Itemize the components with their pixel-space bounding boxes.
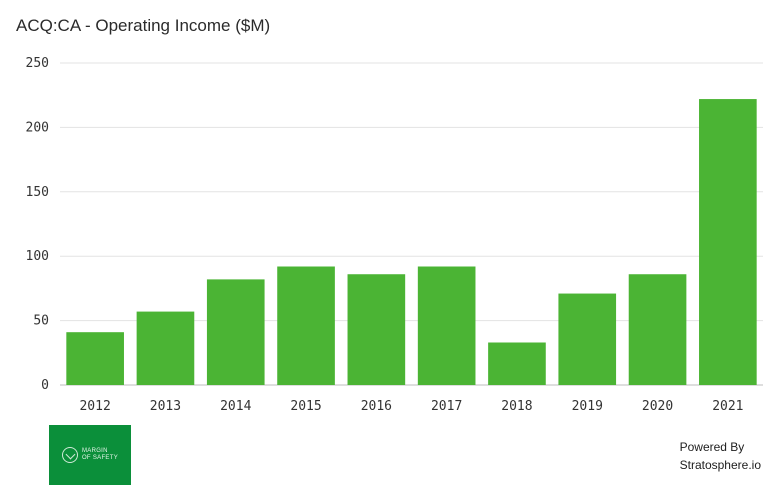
x-tick-label: 2021	[712, 399, 743, 414]
x-tick-label: 2020	[642, 399, 673, 414]
bar-2012[interactable]	[66, 332, 124, 385]
x-tick-label: 2017	[431, 399, 462, 414]
powered-by-label: Powered By Stratosphere.io	[679, 440, 761, 472]
bar-2016[interactable]	[347, 274, 406, 385]
x-tick-label: 2013	[150, 399, 181, 414]
bar-2015[interactable]	[277, 266, 335, 385]
x-tick-label: 2015	[290, 399, 321, 414]
y-tick-label: 0	[41, 378, 49, 393]
x-tick-label: 2016	[361, 399, 392, 414]
bar-2014[interactable]	[206, 279, 265, 385]
logo-icon	[61, 447, 78, 463]
y-tick-label: 200	[26, 120, 49, 135]
margin-of-safety-logo[interactable]: MARGIN OF SAFETY	[49, 425, 131, 485]
chart-title: ACQ:CA - Operating Income ($M)	[16, 16, 271, 35]
y-tick-label: 150	[26, 185, 49, 200]
bar-2020[interactable]	[628, 274, 687, 385]
stratosphere-link[interactable]: Stratosphere.io	[679, 458, 761, 472]
x-axis-tick-labels: 2012 2013 2014 2015 2016 2017 2018 2019 2020 2021	[79, 399, 743, 414]
bar-2019[interactable]	[558, 293, 617, 385]
y-tick-label: 250	[26, 56, 49, 71]
x-tick-label: 2012	[79, 399, 110, 414]
bar-2021[interactable]	[699, 99, 757, 386]
x-tick-label: 2018	[501, 399, 532, 414]
x-tick-label: 2014	[220, 399, 251, 414]
bar-2017[interactable]	[417, 266, 476, 385]
x-tick-label: 2019	[572, 399, 603, 414]
bar-chart: 0 50 100 150 200 250 2012 2013 2014 2015 2016 2017…	[26, 56, 763, 414]
bar-2013[interactable]	[136, 311, 195, 385]
bars	[66, 99, 757, 386]
bar-2018[interactable]	[488, 342, 546, 385]
y-tick-label: 50	[33, 314, 49, 329]
y-tick-label: 100	[26, 249, 49, 264]
y-axis-tick-labels: 0 50 100 150 200 250	[26, 56, 49, 393]
